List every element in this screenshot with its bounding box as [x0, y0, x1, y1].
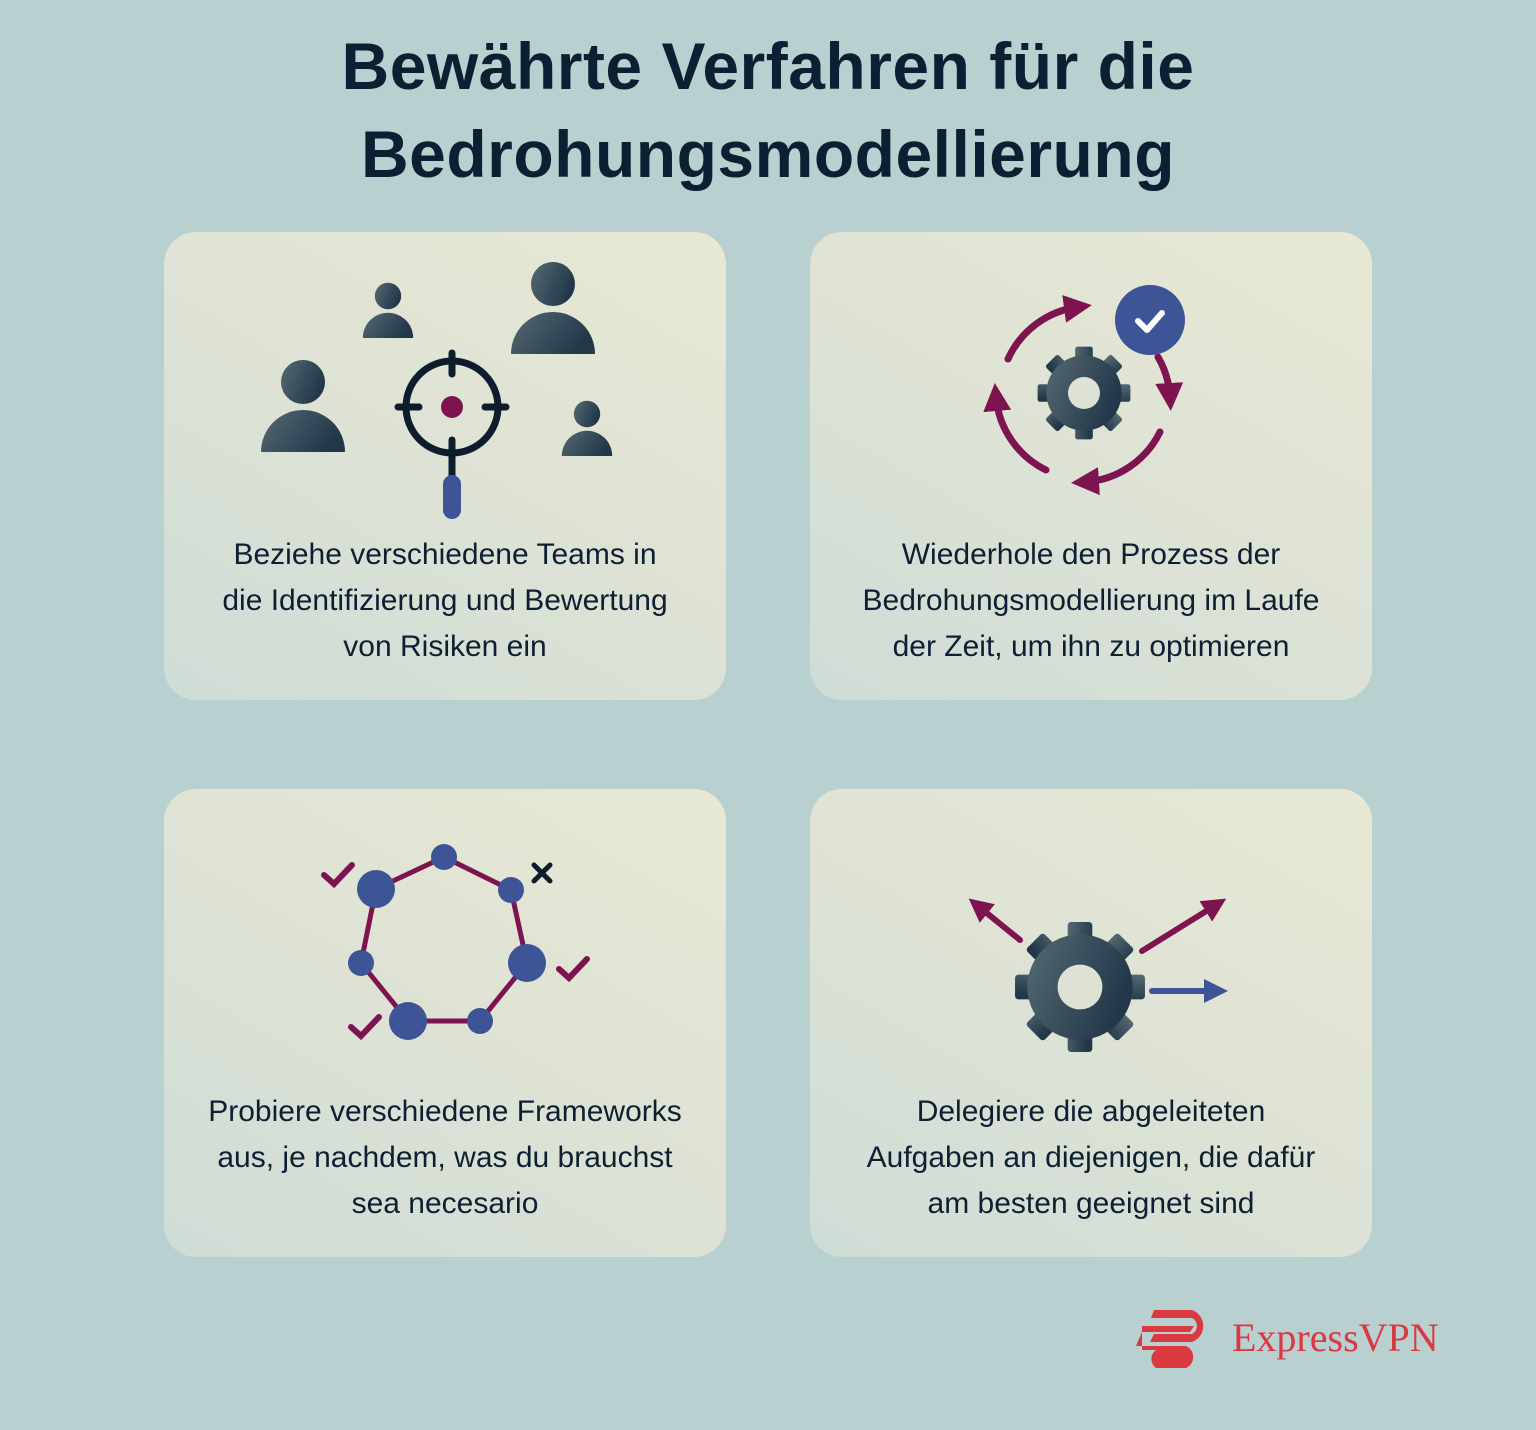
card-text-line: die Identifizierung und Bewertung: [222, 584, 668, 617]
card-iterate-process: Wiederhole den Prozess der Bedrohungsmod…: [810, 232, 1372, 700]
person-icon: [561, 400, 613, 456]
person-icon: [261, 360, 345, 452]
card-text-line: am besten geeignet sind: [927, 1187, 1255, 1220]
page-title: Bewährte Verfahren für die Bedrohungsmod…: [0, 22, 1536, 198]
card-text-line: Beziehe verschiedene Teams in: [233, 538, 657, 571]
cycle-arrows-icon: [983, 294, 1184, 496]
gear-icon: [1015, 922, 1145, 1052]
card-text-line: sea necesario: [351, 1187, 539, 1220]
card-text-line: der Zeit, um ihn zu optimieren: [892, 630, 1290, 663]
card-text-line: Probiere verschiedene Frameworks: [208, 1095, 682, 1128]
card-text: Wiederhole den Prozess der Bedrohungsmod…: [810, 532, 1372, 670]
people-target-magnifier-icon: [261, 262, 613, 519]
network-nodes: [348, 844, 546, 1040]
gear-cycle-check-icon: [983, 285, 1185, 496]
card-text-line: Wiederhole den Prozess der: [901, 538, 1281, 571]
card-delegate-tasks: Delegiere die abgeleiteten Aufgaben an d…: [810, 789, 1372, 1257]
person-icon: [362, 282, 414, 338]
crosshair-magnifier-icon: [394, 349, 510, 519]
card-text-line: aus, je nachdem, was du brauchst: [217, 1141, 673, 1174]
card-text-line: von Risiken ein: [343, 630, 547, 663]
expressvpn-logo-icon: [1136, 1310, 1204, 1368]
card-text-line: Aufgaben an diejenigen, die dafür: [866, 1141, 1316, 1174]
cross-icon: [531, 862, 553, 884]
card-text-line: Bedrohungsmodellierung im Laufe: [862, 584, 1320, 617]
network-checks-icon: [321, 844, 590, 1041]
card-try-frameworks: Probiere verschiedene Frameworks aus, je…: [164, 789, 726, 1257]
card-text: Delegiere die abgeleiteten Aufgaben an d…: [810, 1089, 1372, 1227]
logo-text: ExpressVPN: [1232, 1315, 1439, 1360]
check-badge-icon: [1115, 285, 1185, 355]
gear-icon: [1037, 346, 1131, 440]
person-icon: [511, 262, 595, 354]
card-text: Beziehe verschiedene Teams in die Identi…: [164, 532, 726, 670]
card-involve-teams: Beziehe verschiedene Teams in die Identi…: [164, 232, 726, 700]
card-text-line: Delegiere die abgeleiteten: [916, 1095, 1266, 1128]
gear-arrows-delegate-icon: [968, 898, 1228, 1052]
title-line-1: Bewährte Verfahren für die: [341, 29, 1195, 103]
card-text: Probiere verschiedene Frameworks aus, je…: [164, 1089, 726, 1227]
arrows-icon: [968, 898, 1228, 1003]
title-line-2: Bedrohungsmodellierung: [360, 117, 1176, 191]
check-icon: [321, 862, 590, 1041]
